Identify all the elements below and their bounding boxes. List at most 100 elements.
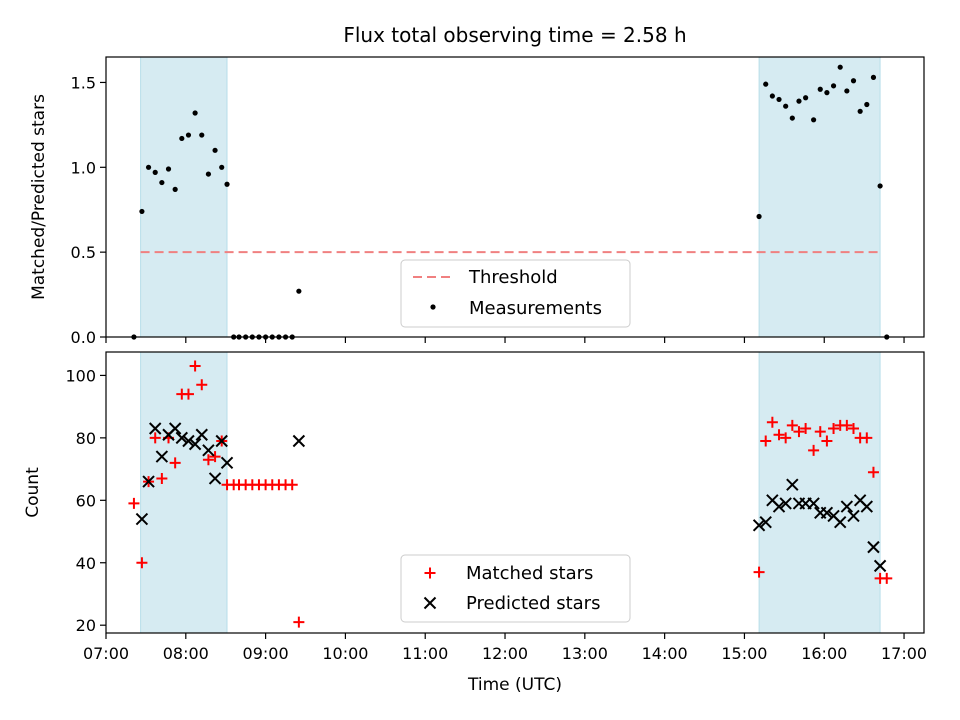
data-point	[152, 169, 158, 175]
legend-matched-label: Matched stars	[466, 563, 593, 584]
legend-threshold-label: Threshold	[468, 267, 558, 288]
data-point	[169, 457, 181, 469]
data-point	[841, 419, 853, 431]
data-point	[753, 566, 765, 578]
legend-frame	[400, 259, 631, 328]
x-tick-label: 12:00	[482, 644, 528, 663]
data-point	[870, 74, 877, 80]
data-point	[128, 497, 140, 509]
bottom-legend: Matched stars Predicted stars	[400, 554, 631, 623]
top-panel: 0.0 0.5 1.0 1.5 Matched/Predicted stars Thr…	[29, 56, 925, 347]
bottom-x-ticks: 07:00 08:00 09:00 10:00 11:00 12:00 13:00 14:00…	[83, 633, 927, 663]
data-point	[179, 135, 185, 142]
y-tick-label: 40	[76, 554, 96, 573]
data-point	[824, 90, 830, 96]
data-point	[783, 103, 789, 109]
data-point	[830, 83, 837, 89]
data-point	[817, 86, 823, 92]
data-point	[296, 288, 302, 294]
data-point	[293, 616, 305, 628]
data-point	[763, 81, 769, 87]
data-point	[789, 115, 795, 121]
y-tick-label: 100	[65, 366, 96, 385]
bottom-panel: 07:00 08:00 09:00 10:00 11:00 12:00 13:00 14:00…	[23, 351, 927, 695]
x-tick-label: 09:00	[243, 644, 289, 663]
data-point	[800, 422, 812, 434]
data-point	[202, 454, 214, 466]
data-point	[182, 388, 194, 400]
x-tick-label: 08:00	[163, 644, 209, 663]
y-tick-label: 0.0	[71, 328, 96, 347]
data-point	[814, 426, 826, 438]
x-tick-label: 16:00	[801, 644, 847, 663]
data-point	[139, 208, 145, 215]
data-point	[155, 450, 169, 463]
data-point	[142, 475, 155, 488]
data-point	[873, 559, 887, 573]
data-point	[793, 426, 805, 438]
x-tick-label: 11:00	[402, 644, 448, 663]
data-point	[861, 432, 873, 444]
data-point	[168, 422, 182, 435]
data-point	[219, 164, 225, 170]
bottom-axes-frame	[105, 351, 925, 634]
data-point	[867, 540, 880, 554]
x-tick-label: 14:00	[642, 644, 688, 663]
x-tick-label: 15:00	[721, 644, 767, 663]
data-point	[773, 429, 785, 441]
data-point	[172, 186, 178, 192]
x-axis-label: Time (UTC)	[467, 675, 562, 695]
data-point	[786, 478, 799, 491]
y-tick-label: 60	[76, 491, 96, 510]
data-point	[212, 147, 218, 153]
data-point	[828, 422, 840, 434]
data-point	[786, 419, 798, 431]
x-tick-label: 10:00	[322, 644, 368, 663]
y-tick-label: 1.0	[71, 158, 96, 177]
data-point	[860, 500, 874, 513]
data-point	[196, 379, 208, 391]
x-tick-label: 17:00	[881, 644, 927, 663]
data-point	[292, 434, 306, 448]
top-y-ticks: 0.0 0.5 1.0 1.5	[71, 73, 106, 347]
data-point	[779, 497, 792, 510]
data-point	[821, 435, 833, 447]
data-point	[877, 183, 883, 189]
data-point	[796, 98, 802, 104]
data-point	[205, 171, 212, 177]
x-tick-label: 13:00	[562, 644, 608, 663]
data-point	[188, 437, 202, 451]
chart-title: Flux total observing time = 2.58 h	[343, 23, 686, 47]
data-point	[192, 110, 198, 116]
data-point	[803, 95, 809, 101]
x-tick-label: 07:00	[83, 644, 129, 663]
data-point	[199, 132, 205, 138]
data-point	[850, 78, 857, 84]
data-point	[820, 506, 834, 520]
data-point	[135, 512, 149, 526]
data-point	[156, 472, 168, 484]
data-point	[840, 500, 854, 513]
data-point	[209, 451, 221, 463]
data-point	[182, 434, 195, 448]
data-point	[867, 466, 879, 478]
top-shaded-intervals	[140, 56, 881, 338]
count-points	[128, 360, 893, 628]
data-point	[759, 515, 772, 529]
data-point	[864, 101, 870, 108]
top-legend: Threshold Measurements	[400, 259, 631, 328]
data-point	[756, 213, 762, 220]
y-tick-label: 0.5	[71, 243, 96, 262]
data-point	[769, 93, 775, 99]
data-point	[159, 179, 165, 186]
shaded-interval	[140, 351, 228, 634]
data-point	[189, 360, 201, 372]
data-point	[857, 108, 863, 114]
shaded-interval	[758, 351, 881, 634]
data-point	[149, 422, 162, 435]
data-point	[149, 432, 161, 444]
data-point	[185, 132, 192, 138]
data-point	[847, 509, 860, 523]
top-x-ticks	[105, 337, 905, 343]
